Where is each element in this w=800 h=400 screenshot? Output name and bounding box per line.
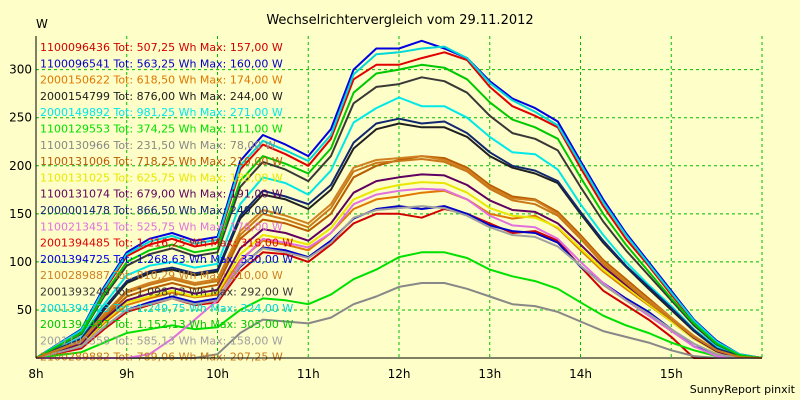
series-line bbox=[35, 251, 762, 359]
legend-entry: 2001394485 Tot: 1.216,25 Wh Max: 318,00 … bbox=[40, 237, 293, 250]
legend-entry: 2000150622 Tot: 618,50 Wh Max: 174,00 W bbox=[40, 74, 283, 87]
series-line bbox=[35, 76, 763, 359]
legend-entry: 2001102358 Tot: 585,13 Wh Max: 158,00 W bbox=[40, 334, 283, 347]
series-line bbox=[36, 187, 762, 359]
series-lines bbox=[35, 39, 763, 359]
legend-entry: 2001393249 Tot: 1.098,13 Wh Max: 292,00 … bbox=[40, 286, 293, 299]
legend-entry: 2100289887 Tot: 810,29 Wh Max: 210,00 W bbox=[40, 269, 283, 282]
legend-entry: 1100130966 Tot: 231,50 Wh Max: 78,00 W bbox=[40, 139, 276, 152]
chart-title: Wechselrichtervergleich vom 29.11.2012 bbox=[266, 13, 533, 28]
legend-entry: 2000154799 Tot: 876,00 Wh Max: 244,00 W bbox=[40, 90, 283, 103]
legend-entry: 2100289882 Tot: 789,06 Wh Max: 207,25 W bbox=[40, 351, 283, 364]
legend-entry: 1100131025 Tot: 625,75 Wh Max: 183,00 W bbox=[40, 171, 283, 184]
legend-entry: 1100096541 Tot: 563,25 Wh Max: 160,00 W bbox=[40, 57, 283, 70]
y-tick-label: 200 bbox=[9, 159, 32, 173]
x-tick-label: 13h bbox=[478, 367, 501, 381]
y-tick-label: 250 bbox=[9, 111, 32, 125]
y-tick-label: 50 bbox=[17, 303, 32, 317]
x-tick-label: 11h bbox=[297, 367, 320, 381]
y-tick-label: 300 bbox=[9, 63, 32, 77]
legend-entry: 1100129553 Tot: 374,25 Wh Max: 111,00 W bbox=[40, 123, 283, 136]
x-tick-label: 15h bbox=[660, 367, 683, 381]
series-line bbox=[35, 39, 763, 359]
legend-entry: 1100131074 Tot: 679,00 Wh Max: 191,00 W bbox=[40, 188, 283, 201]
series-line bbox=[35, 51, 763, 359]
y-axis-label: W bbox=[36, 17, 48, 31]
series-line bbox=[35, 155, 763, 359]
series-line bbox=[35, 96, 763, 359]
x-tick-label: 14h bbox=[569, 367, 592, 381]
x-tick-label: 9h bbox=[119, 367, 134, 381]
y-tick-label: 100 bbox=[9, 255, 32, 269]
series-line bbox=[35, 181, 762, 359]
legend-entry: 1100131006 Tot: 718,25 Wh Max: 210,00 W bbox=[40, 155, 283, 168]
series-line bbox=[35, 158, 763, 359]
x-axis-ticks: 8h 9h 10h 11h 12h 13h 14h 15h bbox=[28, 367, 682, 381]
x-tick-label: 10h bbox=[206, 367, 229, 381]
series-line bbox=[35, 205, 762, 359]
legend-entry: 2000001478 Tot: 866,50 Wh Max: 249,00 W bbox=[40, 204, 283, 217]
series-line bbox=[35, 117, 763, 359]
legend-entry: 1100096436 Tot: 507,25 Wh Max: 157,00 W bbox=[40, 41, 283, 54]
legend-entry: 2000149892 Tot: 981,25 Wh Max: 271,00 W bbox=[40, 106, 283, 119]
y-axis-ticks: 50 100 150 200 250 300 bbox=[9, 63, 32, 317]
series-line bbox=[35, 45, 763, 359]
x-tick-label: 8h bbox=[28, 367, 43, 381]
legend: 1100096436 Tot: 507,25 Wh Max: 157,00 W 1… bbox=[40, 41, 293, 364]
series-line bbox=[35, 122, 763, 359]
y-tick-label: 150 bbox=[9, 207, 32, 221]
legend-entry: 1100213451 Tot: 525,75 Wh Max: 176,00 W bbox=[40, 220, 283, 233]
legend-entry: 2001394723 Tot: 1.249,75 Wh Max: 324,00 … bbox=[40, 302, 293, 315]
series-line bbox=[35, 63, 763, 359]
credit-label: SunnyReport pinxit bbox=[690, 383, 796, 396]
x-tick-label: 12h bbox=[388, 367, 411, 381]
legend-entry: 2001394487 Tot: 1.152,13 Wh Max: 305,00 … bbox=[40, 318, 293, 331]
legend-entry: 2001394725 Tot: 1.268,63 Wh Max: 330,00 … bbox=[40, 253, 293, 266]
